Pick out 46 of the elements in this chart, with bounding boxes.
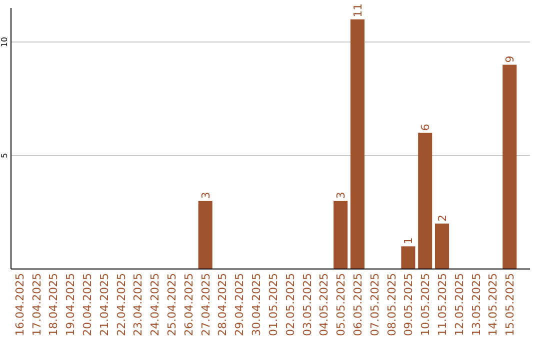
bar <box>418 132 432 269</box>
data-label: 11 <box>351 3 364 18</box>
x-tick-label: 09.05.2025 <box>402 273 416 336</box>
x-tick-label: 29.04.2025 <box>233 273 246 336</box>
x-tick-label: 25.04.2025 <box>166 273 179 336</box>
x-tick-label: 18.04.2025 <box>47 273 60 336</box>
data-label: 1 <box>402 237 416 244</box>
bar <box>434 224 450 269</box>
x-tick-label: 15.05.2025 <box>504 273 517 336</box>
x-tick-label: 06.05.2025 <box>351 273 364 336</box>
bar <box>198 200 212 269</box>
x-tick-label: 30.04.2025 <box>250 273 264 336</box>
bar <box>334 200 348 269</box>
x-tick-label: 05.05.2025 <box>334 273 348 336</box>
data-label: 3 <box>334 192 348 199</box>
x-tick-label: 14.05.2025 <box>486 273 500 336</box>
x-tick-label: 26.04.2025 <box>182 273 196 336</box>
x-tick-label: 10.05.2025 <box>419 273 432 336</box>
x-tick-label: 16.04.2025 <box>13 273 26 336</box>
data-label: 9 <box>504 56 517 63</box>
x-tick-label: 11.05.2025 <box>436 273 450 336</box>
x-tick-label: 01.05.2025 <box>266 273 280 336</box>
x-tick-label: 02.05.2025 <box>284 273 297 336</box>
x-tick-label: 28.04.2025 <box>216 273 230 336</box>
x-tick-label: 27.04.2025 <box>199 273 212 336</box>
x-tick-label: 04.05.2025 <box>318 273 331 336</box>
x-tick-label: 08.05.2025 <box>385 273 398 336</box>
data-label: 2 <box>436 214 450 222</box>
x-tick-label: 20.04.2025 <box>80 273 94 336</box>
x-tick-label: 23.04.2025 <box>132 273 145 336</box>
y-tick-label: 5 <box>0 152 9 158</box>
data-label: 3 <box>199 192 212 199</box>
x-tick-label: 21.04.2025 <box>98 273 111 336</box>
x-tick-label: 19.04.2025 <box>64 273 78 336</box>
x-tick-label: 07.05.2025 <box>368 273 382 336</box>
x-tick-label: 17.04.2025 <box>30 273 44 336</box>
x-tick-label: 03.05.2025 <box>300 273 314 336</box>
x-tick-label: 22.04.2025 <box>114 273 128 336</box>
x-tick-label: 24.04.2025 <box>148 273 162 336</box>
data-label: 6 <box>419 124 432 131</box>
y-tick-label: 10 <box>0 36 9 48</box>
bar <box>502 64 517 269</box>
x-tick-label: 13.05.2025 <box>470 273 483 336</box>
bar <box>401 246 416 269</box>
x-tick-label: 12.05.2025 <box>452 273 466 336</box>
bar <box>350 19 364 269</box>
